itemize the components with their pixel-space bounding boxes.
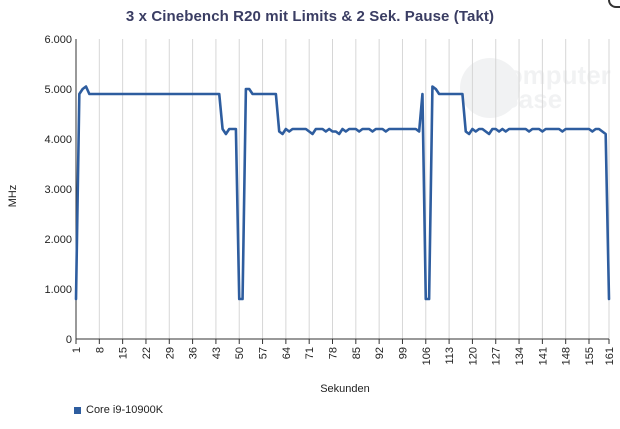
legend[interactable]: Core i9-10900K: [74, 404, 163, 416]
y-tick-label: 6.000: [44, 34, 72, 46]
x-tick-label: 57: [258, 347, 270, 359]
watermark-logo: Computer Base: [460, 58, 611, 118]
x-tick-label: 141: [537, 347, 549, 365]
x-tick-label: 50: [234, 347, 246, 359]
x-tick-label: 8: [94, 347, 106, 353]
x-tick-label: 92: [374, 347, 386, 359]
watermark-text-1: Computer: [488, 60, 611, 90]
x-tick-label: 64: [281, 347, 293, 359]
legend-label: Core i9-10900K: [86, 404, 164, 416]
x-tick-label: 78: [328, 347, 340, 359]
x-tick-label: 127: [491, 347, 503, 365]
y-axis-label: MHz: [7, 185, 19, 208]
x-tick-label: 120: [467, 347, 479, 365]
x-tick-label: 85: [351, 347, 363, 359]
y-tick-label: 0: [66, 334, 72, 346]
x-tick-label: 43: [211, 347, 223, 359]
x-tick-label: 161: [604, 347, 616, 365]
series-line-core-i9-10900k[interactable]: [74, 85, 611, 301]
y-tick-label: 2.000: [44, 234, 72, 246]
x-axis-label: Sekunden: [320, 383, 370, 395]
x-tick-label: 113: [444, 347, 456, 365]
x-tick-label: 36: [188, 347, 200, 359]
x-tick-label: 15: [118, 347, 130, 359]
x-tick-label: 106: [421, 347, 433, 365]
watermark-text-2: Base: [500, 84, 562, 114]
x-tick-label: 71: [304, 347, 316, 359]
y-tick-label: 1.000: [44, 284, 72, 296]
x-tick-label: 99: [397, 347, 409, 359]
x-tick-label: 148: [561, 347, 573, 365]
x-tick-label: 155: [584, 347, 596, 365]
chart-title: 3 x Cinebench R20 mit Limits & 2 Sek. Pa…: [125, 8, 495, 25]
x-tick-label: 1: [71, 347, 83, 353]
y-tick-label: 3.000: [44, 184, 72, 196]
watermark-circle: [460, 58, 520, 118]
y-tick-label: 5.000: [44, 84, 72, 96]
x-tick-label: 29: [164, 347, 176, 359]
corner-mark: [608, 0, 620, 8]
x-tick-label: 134: [514, 347, 526, 365]
legend-swatch: [74, 406, 81, 414]
x-tick-label: 22: [141, 347, 153, 359]
y-tick-label: 4.000: [44, 134, 72, 146]
